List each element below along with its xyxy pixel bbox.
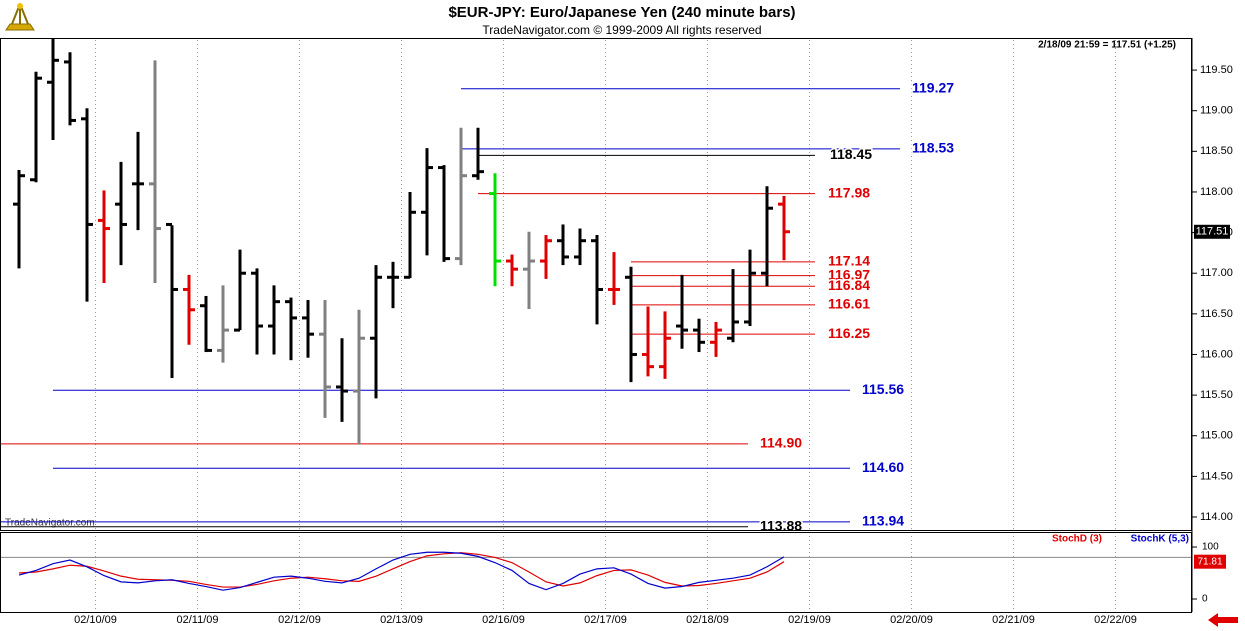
y-tick-label: 116.00 (1200, 348, 1233, 360)
last-bar-annotation: 2/18/09 21:59 = 117.51 (+1.25) (1038, 40, 1176, 51)
y-tick-label: 117.00 (1200, 267, 1233, 279)
x-tick-label: 02/12/09 (278, 614, 321, 626)
y-tick-label: 100 (1202, 542, 1219, 553)
last-value-label: 71.81 (1197, 556, 1222, 567)
x-tick-label: 02/11/09 (176, 614, 218, 626)
last-value-box (1194, 554, 1226, 569)
x-tick-label: 02/21/09 (992, 614, 1035, 626)
legend-entry: StochD (3) (1052, 534, 1102, 545)
level-label: 113.88 (760, 517, 802, 533)
x-tick-label: 02/17/09 (584, 614, 627, 626)
level-label: 114.90 (760, 435, 802, 451)
x-tick-label: 02/22/09 (1094, 614, 1137, 626)
x-tick-label: 02/13/09 (380, 614, 423, 626)
level-label: 116.97 (828, 266, 870, 282)
level-label: 116.61 (828, 296, 870, 312)
level-label: 118.53 (912, 140, 954, 156)
chart-title: $EUR-JPY: Euro/Japanese Yen (240 minute … (448, 4, 795, 21)
stoch-line (18, 551, 785, 591)
x-tick-label: 02/19/09 (788, 614, 831, 626)
y-tick-label: 116.50 (1200, 308, 1233, 320)
watermark: TradeNavigator.com (5, 518, 95, 529)
y-tick-label: 115.00 (1200, 430, 1233, 442)
x-tick-label: 02/16/09 (482, 614, 525, 626)
y-tick-label: 118.50 (1200, 145, 1233, 157)
level-label: 116.84 (828, 277, 870, 293)
chart-subtitle: TradeNavigator.com © 1999-2009 All right… (482, 23, 761, 37)
level-label: 118.45 (830, 146, 872, 162)
stoch-line (18, 552, 785, 588)
y-tick-label: 118.00 (1200, 186, 1233, 198)
level-label: 117.14 (828, 253, 870, 269)
y-tick-label: 119.50 (1200, 64, 1233, 76)
x-tick-label: 02/18/09 (686, 614, 729, 626)
y-tick-label: 115.50 (1200, 389, 1233, 401)
scroll-arrow[interactable] (1208, 613, 1238, 627)
level-label: 113.94 (862, 513, 904, 529)
last-price-box (1194, 224, 1230, 239)
level-label: 114.60 (862, 459, 904, 475)
level-label: 115.56 (862, 381, 904, 397)
y-tick-label: 114.00 (1200, 511, 1233, 523)
y-tick-label: 119.00 (1200, 105, 1233, 117)
plot: 02/10/09 02/11/09 02/12/09 02/13/09 02/16/09… (0, 38, 1233, 626)
level-label: 116.25 (828, 325, 870, 341)
y-tick-label: 114.50 (1200, 470, 1233, 482)
level-label: 119.27 (912, 79, 954, 95)
y-tick-label: 0 (1202, 594, 1208, 605)
x-tick-label: 02/20/09 (890, 614, 933, 626)
level-label: 117.98 (828, 184, 870, 200)
x-tick-label: 02/10/09 (74, 614, 117, 626)
legend-entry: StochK (5,3) (1131, 534, 1189, 545)
logo (5, 3, 35, 31)
last-price-label: 117.51 (1196, 226, 1229, 238)
